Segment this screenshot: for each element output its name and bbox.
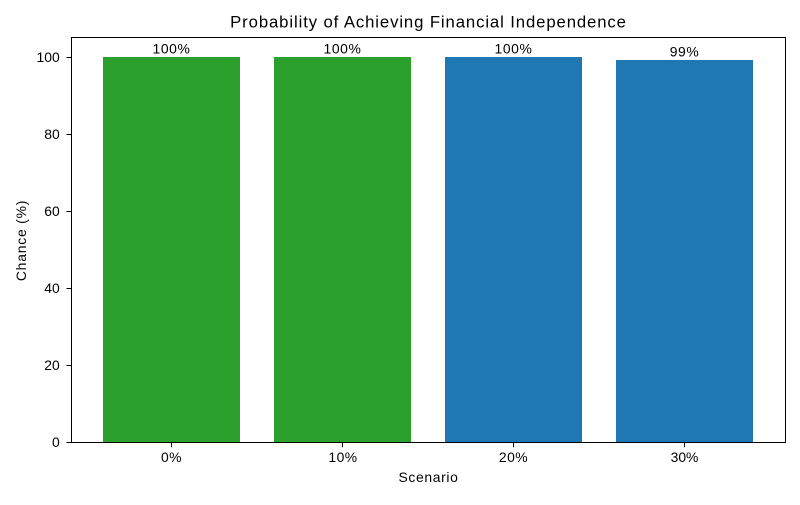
svg-text:20: 20 bbox=[44, 357, 60, 373]
svg-text:10%: 10% bbox=[328, 449, 357, 465]
svg-text:100: 100 bbox=[37, 49, 60, 65]
svg-text:99%: 99% bbox=[670, 44, 700, 60]
svg-text:0%: 0% bbox=[161, 449, 182, 465]
svg-text:Scenario: Scenario bbox=[398, 469, 458, 485]
svg-text:30%: 30% bbox=[671, 449, 699, 465]
svg-text:60: 60 bbox=[44, 203, 60, 219]
svg-text:80: 80 bbox=[44, 126, 60, 142]
svg-text:Chance (%): Chance (%) bbox=[13, 200, 29, 281]
svg-text:Probability of Achieving Finan: Probability of Achieving Financial Indep… bbox=[230, 13, 627, 32]
svg-text:20%: 20% bbox=[499, 449, 528, 465]
svg-text:40: 40 bbox=[44, 280, 60, 296]
svg-text:100%: 100% bbox=[324, 41, 362, 57]
svg-text:100%: 100% bbox=[495, 41, 533, 57]
svg-text:0: 0 bbox=[52, 434, 60, 450]
svg-text:100%: 100% bbox=[153, 41, 191, 57]
